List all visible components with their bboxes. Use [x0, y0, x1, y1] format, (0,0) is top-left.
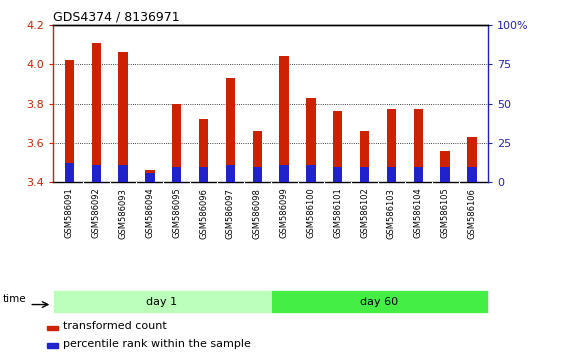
Bar: [270, 290, 488, 313]
Text: GSM586102: GSM586102: [360, 188, 369, 239]
Bar: [360, 131, 369, 182]
Bar: [199, 166, 208, 182]
Text: GSM586104: GSM586104: [414, 188, 423, 239]
Bar: [279, 165, 289, 182]
Bar: [387, 166, 396, 182]
Text: GDS4374 / 8136971: GDS4374 / 8136971: [53, 11, 180, 24]
Text: GSM586103: GSM586103: [387, 188, 396, 239]
Bar: [226, 165, 235, 182]
Bar: [306, 165, 316, 182]
Bar: [333, 112, 342, 182]
Text: GSM586100: GSM586100: [306, 188, 315, 239]
Text: GSM586093: GSM586093: [118, 188, 127, 239]
Bar: [387, 109, 396, 182]
Bar: [65, 60, 74, 182]
Text: GSM586097: GSM586097: [226, 188, 235, 239]
Bar: [118, 52, 128, 182]
Bar: [91, 165, 101, 182]
Text: GSM586096: GSM586096: [199, 188, 208, 239]
Bar: [360, 166, 369, 182]
Bar: [172, 166, 181, 182]
Bar: [413, 109, 423, 182]
Text: percentile rank within the sample: percentile rank within the sample: [63, 339, 251, 349]
Text: GSM586099: GSM586099: [279, 188, 288, 239]
Text: GSM586105: GSM586105: [440, 188, 449, 239]
Bar: [91, 42, 101, 182]
Bar: [440, 151, 450, 182]
Text: day 60: day 60: [360, 297, 398, 307]
Bar: [306, 98, 316, 182]
Text: GSM586092: GSM586092: [92, 188, 101, 239]
Text: day 1: day 1: [146, 297, 177, 307]
Text: GSM586094: GSM586094: [145, 188, 154, 239]
Bar: [53, 290, 270, 313]
Bar: [333, 166, 342, 182]
Text: GSM586095: GSM586095: [172, 188, 181, 239]
Bar: [226, 78, 235, 182]
Text: GSM586091: GSM586091: [65, 188, 74, 239]
Bar: [118, 165, 128, 182]
Bar: [440, 166, 450, 182]
Text: transformed count: transformed count: [63, 321, 167, 331]
Bar: [65, 164, 74, 182]
Bar: [47, 343, 58, 348]
Bar: [47, 326, 58, 330]
Bar: [145, 173, 155, 182]
Bar: [252, 166, 262, 182]
Bar: [467, 166, 477, 182]
Text: GSM586106: GSM586106: [467, 188, 476, 239]
Bar: [413, 166, 423, 182]
Bar: [467, 137, 477, 182]
Text: GSM586098: GSM586098: [253, 188, 262, 239]
Text: GSM586101: GSM586101: [333, 188, 342, 239]
Bar: [145, 171, 155, 182]
Bar: [172, 104, 181, 182]
Text: time: time: [3, 295, 26, 304]
Bar: [199, 119, 208, 182]
Bar: [279, 56, 289, 182]
Bar: [252, 131, 262, 182]
